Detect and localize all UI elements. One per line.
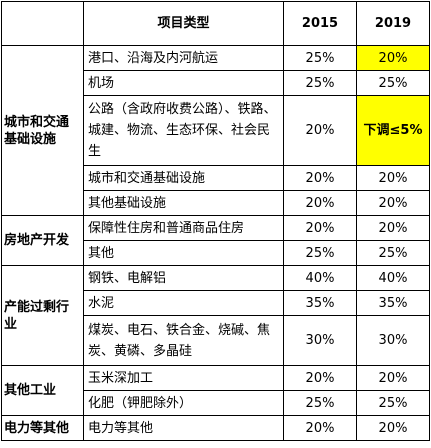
value-2015: 25% [283,390,357,416]
value-2015: 20% [283,165,357,191]
group-label: 城市和交通基础设施 [1,45,84,216]
item-cell: 化肥（钾肥除外） [83,390,284,416]
table-row: 其他工业 玉米深加工 20% 20% [1,365,430,416]
value-2015: 20% [283,415,357,441]
table-row: 产能过剩行业 钢铁、电解铝 40% 40% [1,265,430,366]
value-2019: 20% [356,165,430,191]
value-2019: 20% [356,215,430,241]
value-2019: 25% [356,70,430,96]
table-row: 公路（含政府收费公路）、铁路、城建、物流、生态环保、社会民生 20% 下调≤5% [2,95,430,166]
item-cell: 港口、沿海及内河航运 [83,45,284,71]
item-cell: 其他 [83,240,284,266]
value-2015: 25% [283,240,357,266]
header-row: 项目类型 2015 2019 [1,1,430,46]
item-cell: 城市和交通基础设施 [83,165,284,191]
table-row: 房地产开发 保障性住房和普通商品住房 20% 20% [1,215,430,266]
header-year-2015: 2015 [283,1,357,46]
item-cell: 保障性住房和普通商品住房 [83,215,284,241]
table-row: 其他 25% 25% [2,240,430,266]
value-2019: 20% [356,365,430,391]
group-label: 产能过剩行业 [1,265,84,366]
table-row: 煤炭、电石、铁合金、烧碱、焦炭、黄磷、多晶硅 30% 30% [2,315,430,366]
table-row: 机场 25% 25% [2,70,430,96]
table-row: 电力等其他 电力等其他 20% 20% [1,415,430,441]
value-2019: 25% [356,390,430,416]
header-category-cell [1,1,84,46]
value-2015: 20% [283,95,357,166]
value-2015: 40% [283,265,357,291]
value-2019: 30% [356,315,430,366]
value-2015: 25% [283,45,357,71]
value-2019: 25% [356,240,430,266]
item-cell: 其他基础设施 [83,190,284,216]
item-cell: 公路（含政府收费公路）、铁路、城建、物流、生态环保、社会民生 [83,95,284,166]
item-cell: 电力等其他 [83,415,284,441]
group-label: 其他工业 [1,365,84,416]
value-2015: 25% [283,70,357,96]
value-2019: 35% [356,290,430,316]
value-2019-highlighted: 下调≤5% [356,95,430,166]
item-cell: 机场 [83,70,284,96]
value-2019: 20% [356,190,430,216]
table-row: 城市和交通基础设施 港口、沿海及内河航运 25% 20% [1,45,430,216]
value-2019: 20% [356,415,430,441]
header-item-type: 项目类型 [83,1,284,46]
item-cell: 水泥 [83,290,284,316]
value-2019-highlighted: 20% [356,45,430,71]
value-2015: 20% [283,190,357,216]
capital-ratio-table: 项目类型 2015 2019 城市和交通基础设施 港口、沿海及内河航运 25% … [1,1,430,441]
value-2015: 20% [283,365,357,391]
item-cell: 钢铁、电解铝 [83,265,284,291]
value-2015: 20% [283,215,357,241]
item-cell: 玉米深加工 [83,365,284,391]
value-2015: 30% [283,315,357,366]
value-2019: 40% [356,265,430,291]
group-label: 房地产开发 [1,215,84,266]
value-2015: 35% [283,290,357,316]
table-row: 城市和交通基础设施 20% 20% [2,165,430,191]
header-year-2019: 2019 [356,1,430,46]
item-cell: 煤炭、电石、铁合金、烧碱、焦炭、黄磷、多晶硅 [83,315,284,366]
group-label: 电力等其他 [1,415,84,441]
